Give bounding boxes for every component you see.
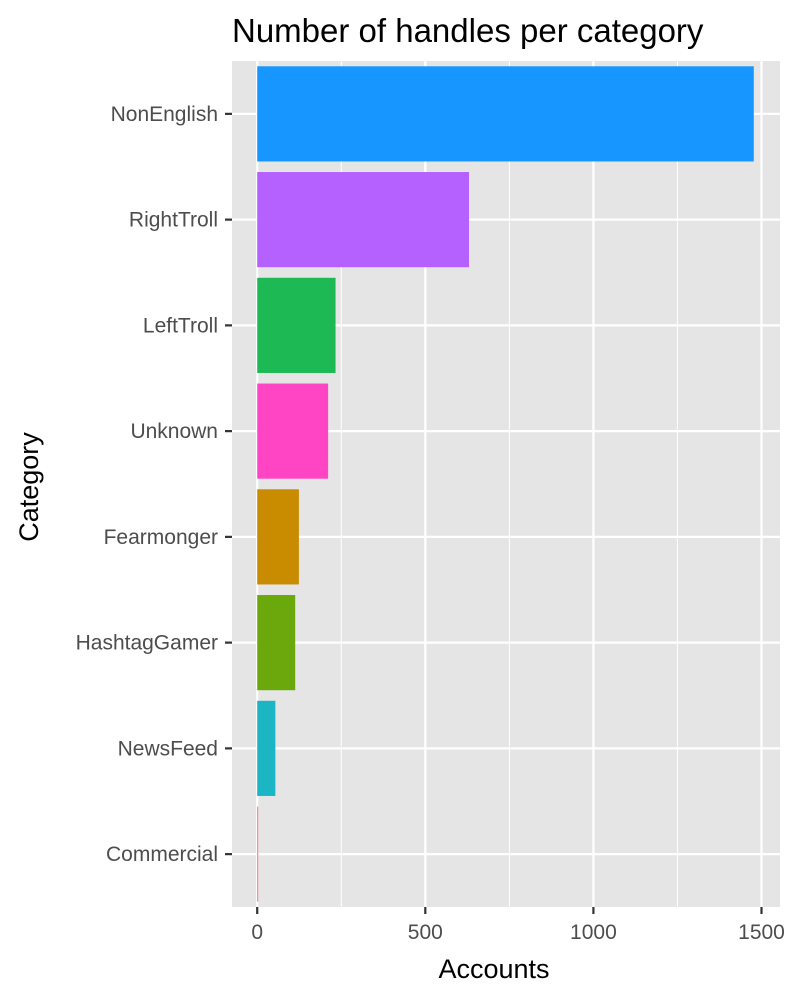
y-tick-label: Fearmonger: [104, 526, 218, 549]
x-tick-label: 500: [408, 921, 443, 944]
y-tick-label: NonEnglish: [111, 103, 218, 126]
x-tick-label: 1000: [570, 921, 617, 944]
y-axis-title: Category: [14, 432, 44, 542]
bar-righttroll: [257, 172, 470, 268]
y-axis: Commercial NewsFeed HashtagGamer Fearmonger…: [76, 103, 232, 866]
x-tick-label: 1500: [738, 921, 785, 944]
y-tick-label: NewsFeed: [118, 737, 218, 760]
bar-unknown: [257, 383, 329, 479]
chart-title: Number of handles per category: [232, 12, 704, 49]
bar-newsfeed: [257, 700, 276, 796]
bar-commercial: [257, 806, 259, 902]
bar-fearmonger: [257, 489, 299, 585]
x-axis-title: Accounts: [438, 954, 549, 984]
y-tick-label: LeftTroll: [143, 314, 218, 337]
bar-hashtaggamer: [257, 595, 296, 691]
y-tick-label: Unknown: [130, 420, 218, 443]
y-tick-label: RightTroll: [129, 209, 218, 232]
x-tick-label: 0: [251, 921, 263, 944]
bar-lefttroll: [257, 277, 336, 373]
bars: [257, 66, 754, 902]
y-tick-label: HashtagGamer: [76, 632, 218, 655]
y-tick-label: Commercial: [106, 843, 218, 866]
bar-nonenglish: [257, 66, 754, 162]
x-axis: 0 500 1000 1500: [251, 907, 785, 944]
